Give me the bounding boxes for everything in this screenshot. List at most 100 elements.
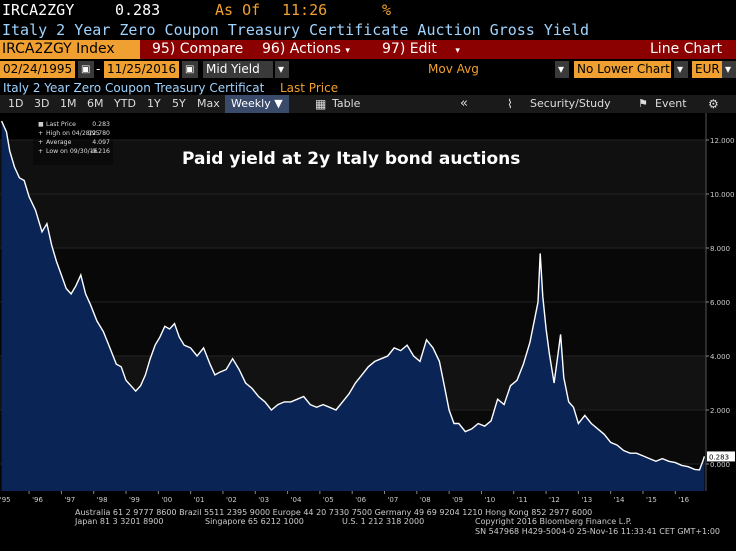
footer-contacts-japan: Japan 81 3 3201 8900 <box>75 517 164 526</box>
footer-contacts-us: U.S. 1 212 318 2000 <box>342 517 425 526</box>
percent-icon[interactable]: % <box>382 1 392 19</box>
legend-marker: + <box>38 148 43 155</box>
x-tick-label: '08 <box>420 496 431 504</box>
footer-contacts-line1: Australia 61 2 9777 8600 Brazil 5511 239… <box>75 508 593 517</box>
series-legend-line: Italy 2 Year Zero Coupon Treasury Certif… <box>0 80 736 95</box>
chart-annotation: Paid yield at 2y Italy bond auctions <box>182 149 520 169</box>
x-tick-label: '09 <box>452 496 463 504</box>
x-tick-label: '96 <box>32 496 43 504</box>
period-3d[interactable]: 3D <box>34 97 50 110</box>
chevron-down-icon[interactable]: ▾ <box>722 61 736 78</box>
x-tick-label: '14 <box>614 496 625 504</box>
event-icon[interactable]: ⚑ <box>638 97 648 110</box>
period-max[interactable]: Max <box>197 97 220 110</box>
x-tick-label: '05 <box>323 496 334 504</box>
security-study-button[interactable]: Security/Study <box>530 97 611 110</box>
yield-chart: 0.000 2.000 4.000 6.000 8.000 10.000 12.000 '9… <box>0 113 736 507</box>
legend-box: ■ Last Price 0.283 + High on 04/28/95 12… <box>33 119 113 165</box>
x-tick-label: '06 <box>355 496 366 504</box>
legend-average-label: Average <box>46 139 72 146</box>
menu-bar: IRCA2ZGY Index 95) Compare 96) Actions ▾… <box>0 40 736 59</box>
x-tick-label: '16 <box>678 496 689 504</box>
collapse-icon[interactable]: « <box>460 96 468 111</box>
chevron-down-icon: ▾ <box>455 46 460 56</box>
x-tick-label: '99 <box>129 496 140 504</box>
end-date-input[interactable]: 11/25/2016 <box>104 61 179 78</box>
x-tick-label: '11 <box>517 496 528 504</box>
period-1d[interactable]: 1D <box>8 97 24 110</box>
y-tick-label: 6.000 <box>710 299 730 307</box>
security-description-bar: Italy 2 Year Zero Coupon Treasury Certif… <box>0 20 736 40</box>
date-separator: - <box>96 62 101 76</box>
chevron-down-icon[interactable]: ▾ <box>674 61 688 78</box>
x-tick-label: '98 <box>97 496 108 504</box>
legend-low-value: -0.216 <box>90 148 110 155</box>
period-1y[interactable]: 1Y <box>147 97 161 110</box>
y-tick-label: 10.000 <box>710 191 735 199</box>
legend-marker: ■ <box>38 121 44 128</box>
period-6m[interactable]: 6M <box>87 97 104 110</box>
period-5y[interactable]: 5Y <box>172 97 186 110</box>
legend-low-label: Low on 09/30/16 <box>46 148 98 155</box>
legend-last-label: Last Price <box>46 121 76 128</box>
event-button[interactable]: Event <box>655 97 687 110</box>
calendar-icon[interactable]: ▣ <box>182 61 198 78</box>
header-price: 0.283 <box>115 1 161 19</box>
x-tick-label: '00 <box>161 496 172 504</box>
y-tick-label: 12.000 <box>710 137 735 145</box>
legend-high-label: High on 04/28/95 <box>46 130 100 137</box>
y-tick-label: 2.000 <box>710 407 730 415</box>
gear-icon[interactable]: ⚙ <box>708 97 719 111</box>
legend-marker: + <box>38 130 43 137</box>
security-title: Italy 2 Year Zero Coupon Treasury Certif… <box>2 21 589 39</box>
last-value-label: 0.283 <box>709 453 729 461</box>
x-tick-label: '10 <box>484 496 495 504</box>
x-tick-label: '03 <box>258 496 269 504</box>
study-select[interactable]: Mov Avg <box>428 62 479 76</box>
period-1m[interactable]: 1M <box>60 97 77 110</box>
x-tick-label: '02 <box>226 496 237 504</box>
x-tick-label: '07 <box>388 496 399 504</box>
start-date-input[interactable]: 02/24/1995 <box>0 61 75 78</box>
x-axis-ticks: '95 '96 '97 '98 '99 '00 '01 '02 '03 '04 '05 '06 '07 '… <box>0 491 690 504</box>
edit-button[interactable]: 97) Edit ▾ <box>382 41 460 57</box>
security-field[interactable]: IRCA2ZGY Index <box>0 40 140 59</box>
y-tick-label: 8.000 <box>710 245 730 253</box>
yield-area-fill <box>1 121 705 491</box>
series-security-name: Italy 2 Year Zero Coupon Treasury Certif… <box>3 81 265 95</box>
chevron-down-icon[interactable]: ▾ <box>555 61 569 78</box>
field-select[interactable]: Mid Yield <box>203 61 273 78</box>
x-tick-label: '04 <box>291 496 302 504</box>
legend-last-value: 0.283 <box>92 121 110 128</box>
chart-type-label[interactable]: Line Chart <box>650 41 723 57</box>
compare-button[interactable]: 95) Compare <box>152 41 244 57</box>
line-chart-icon[interactable]: ⌇ <box>507 97 513 111</box>
chevron-down-icon: ▾ <box>345 46 350 56</box>
footer-contacts-singapore: Singapore 65 6212 1000 <box>205 517 304 526</box>
lower-chart-select[interactable]: No Lower Chart <box>574 61 671 78</box>
as-of-label: As Of <box>215 1 261 19</box>
ticker[interactable]: IRCA2ZGY <box>2 1 75 19</box>
currency-select[interactable]: EUR <box>692 61 722 78</box>
last-value-box <box>707 451 735 462</box>
table-button[interactable]: Table <box>332 97 361 110</box>
calendar-icon[interactable]: ▣ <box>78 61 94 78</box>
y-tick-label: 0.000 <box>710 461 730 469</box>
footer-copyright: Copyright 2016 Bloomberg Finance L.P. <box>475 517 632 526</box>
last-value-marker: 0.283 <box>707 451 735 462</box>
frequency-select[interactable]: Weekly ▼ <box>225 95 289 113</box>
yield-line <box>0 120 706 471</box>
x-tick-label: '95 <box>0 496 11 504</box>
period-ytd[interactable]: YTD <box>114 97 136 110</box>
actions-button[interactable]: 96) Actions ▾ <box>262 41 350 57</box>
legend-average-value: 4.097 <box>92 139 110 146</box>
x-tick-label: '15 <box>646 496 657 504</box>
footer-session-info: SN 547968 H429-5004-0 25-Nov-16 11:33:41… <box>475 527 721 536</box>
table-icon[interactable]: ▦ <box>315 97 327 111</box>
y-axis-ticks: 0.000 2.000 4.000 6.000 8.000 10.000 12.000 <box>706 137 735 469</box>
chevron-down-icon[interactable]: ▾ <box>275 61 289 78</box>
x-tick-label: '01 <box>194 496 205 504</box>
x-tick-label: '13 <box>581 496 592 504</box>
date-range-bar: 02/24/1995 ▣ - 11/25/2016 ▣ Mid Yield ▾ … <box>0 60 736 79</box>
header-bar: IRCA2ZGY 0.283 As Of 11:26 % <box>0 0 736 20</box>
